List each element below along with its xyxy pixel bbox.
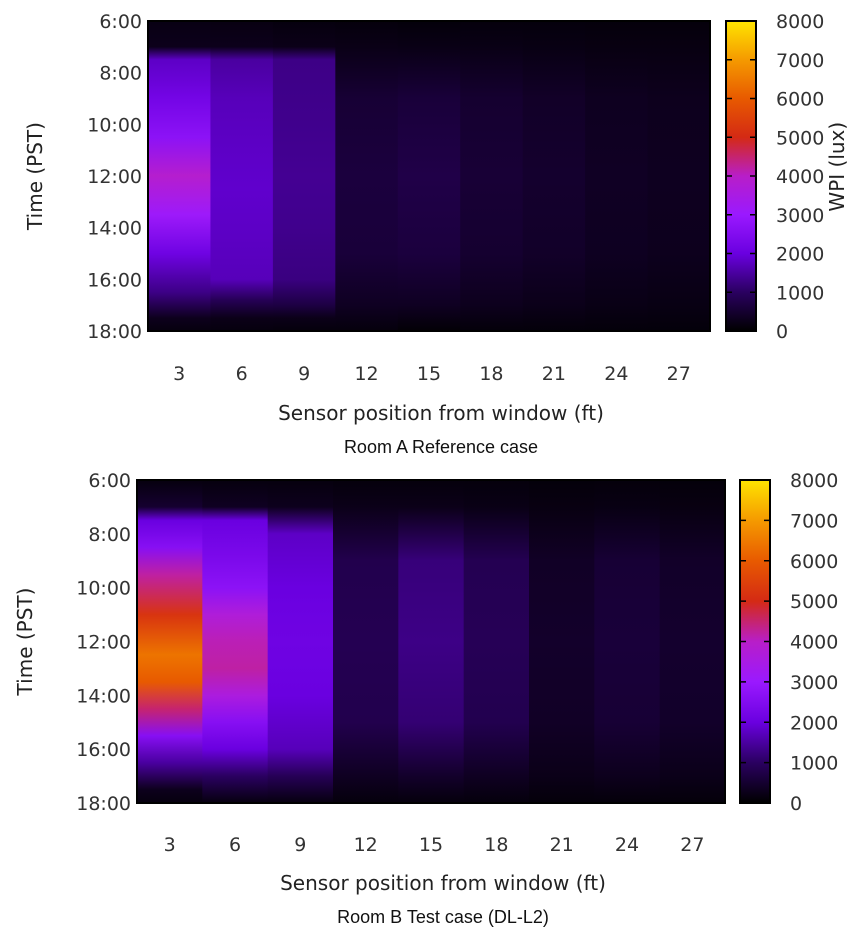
- x-tick-label: 12: [354, 834, 378, 856]
- colorbar-label: WPI (lux): [825, 122, 849, 212]
- plot-frame: [147, 20, 711, 332]
- colorbar-tick-label: 4000: [776, 166, 824, 188]
- colorbar-tick-label: 1000: [790, 753, 838, 775]
- y-tick-label: 12:00: [87, 166, 142, 188]
- heatmap-cells: [148, 21, 711, 331]
- colorbar-tick-label: 2000: [790, 712, 838, 734]
- y-tick-label: 12:00: [76, 632, 131, 654]
- y-axis-label: Time (PST): [13, 588, 37, 697]
- y-tick-label: 8:00: [88, 524, 131, 546]
- heatmap-column-21ft: [529, 480, 595, 803]
- heatmap-column-27ft: [647, 21, 711, 331]
- colorbar-tick-label: 4000: [790, 632, 838, 654]
- colorbar-tick-labels: 0 1000 2000 3000 4000 5000 6000 7000 8000: [790, 470, 838, 815]
- plot-frame: [136, 479, 726, 804]
- y-tick-label: 8:00: [99, 63, 142, 85]
- heatmap-column-6ft: [210, 21, 274, 331]
- y-tick-label: 14:00: [87, 218, 142, 240]
- y-tick-labels: 6:00 8:00 10:00 12:00 14:00 16:00 18:00: [76, 470, 131, 815]
- colorbar-ticks: [726, 59, 756, 293]
- heatmap-panel-room-b: 6:00 8:00 10:00 12:00 14:00 16:00 18:00 3 6 9 12 1…: [13, 470, 838, 927]
- heatmap-column-27ft: [659, 480, 726, 803]
- x-tick-label: 15: [417, 363, 441, 385]
- x-tick-labels: 3 6 9 12 15 18 21 24 27: [164, 834, 705, 856]
- x-tick-label: 18: [479, 363, 503, 385]
- y-tick-label: 18:00: [76, 793, 131, 815]
- y-tick-label: 18:00: [87, 321, 142, 343]
- x-tick-label: 9: [298, 363, 310, 385]
- y-tick-label: 6:00: [88, 470, 131, 492]
- y-tick-label: 6:00: [99, 11, 142, 33]
- heatmap-column-18ft: [460, 21, 524, 331]
- colorbar-tick-label: 2000: [776, 244, 824, 266]
- heatmap-column-18ft: [463, 480, 530, 803]
- colorbar-tick-label: 5000: [790, 591, 838, 613]
- heatmap-column-12ft: [335, 21, 399, 331]
- heatmap-cells: [137, 480, 726, 803]
- heatmap-column-3ft: [137, 480, 203, 803]
- heatmap-column-6ft: [202, 480, 269, 803]
- heatmap-column-12ft: [333, 480, 399, 803]
- colorbar-ticks: [740, 519, 770, 764]
- x-tick-label: 21: [550, 834, 574, 856]
- x-tick-label: 12: [354, 363, 378, 385]
- x-tick-label: 6: [229, 834, 241, 856]
- y-tick-label: 14:00: [76, 685, 131, 707]
- y-tick-label: 10:00: [87, 114, 142, 136]
- colorbar-tick-label: 6000: [790, 551, 838, 573]
- heatmap-column-15ft: [397, 21, 461, 331]
- y-axis-label: Time (PST): [23, 122, 47, 231]
- y-tick-label: 10:00: [76, 578, 131, 600]
- heatmap-column-3ft: [148, 21, 212, 331]
- heatmap-column-24ft: [594, 480, 661, 803]
- chart-caption: Room B Test case (DL-L2): [337, 907, 549, 927]
- colorbar-tick-label: 0: [790, 793, 802, 815]
- colorbar-tick-label: 8000: [776, 11, 824, 33]
- colorbar-tick-label: 7000: [776, 50, 824, 72]
- x-tick-label: 18: [484, 834, 508, 856]
- heatmap-column-9ft: [272, 21, 336, 331]
- heatmap-panel-room-a: 6:00 8:00 10:00 12:00 14:00 16:00 18:00 3 6 9 12 1…: [23, 11, 849, 457]
- colorbar-tick-label: 5000: [776, 127, 824, 149]
- colorbar-tick-label: 3000: [790, 672, 838, 694]
- y-tick-label: 16:00: [76, 739, 131, 761]
- x-tick-label: 24: [615, 834, 639, 856]
- x-tick-label: 6: [236, 363, 248, 385]
- x-tick-label: 21: [542, 363, 566, 385]
- x-tick-label: 27: [667, 363, 691, 385]
- x-tick-label: 3: [164, 834, 176, 856]
- colorbar-tick-label: 0: [776, 321, 788, 343]
- y-tick-labels: 6:00 8:00 10:00 12:00 14:00 16:00 18:00: [87, 11, 142, 343]
- heatmap-column-15ft: [398, 480, 465, 803]
- heatmap-column-9ft: [267, 480, 334, 803]
- x-axis-label: Sensor position from window (ft): [280, 871, 606, 895]
- x-tick-label: 9: [294, 834, 306, 856]
- x-tick-label: 24: [604, 363, 628, 385]
- y-tick-label: 16:00: [87, 269, 142, 291]
- colorbar-tick-labels: 0 1000 2000 3000 4000 5000 6000 7000 8000: [776, 11, 824, 343]
- colorbar-tick-label: 3000: [776, 205, 824, 227]
- heatmap-column-24ft: [585, 21, 649, 331]
- colorbar-tick-label: 7000: [790, 510, 838, 532]
- colorbar-tick-label: 6000: [776, 89, 824, 111]
- colorbar-tick-label: 1000: [776, 282, 824, 304]
- chart-caption: Room A Reference case: [344, 437, 538, 457]
- x-tick-label: 27: [680, 834, 704, 856]
- x-axis-label: Sensor position from window (ft): [278, 401, 604, 425]
- heatmap-column-21ft: [522, 21, 586, 331]
- x-tick-label: 15: [419, 834, 443, 856]
- colorbar-tick-label: 8000: [790, 470, 838, 492]
- x-tick-labels: 3 6 9 12 15 18 21 24 27: [173, 363, 691, 385]
- x-tick-label: 3: [173, 363, 185, 385]
